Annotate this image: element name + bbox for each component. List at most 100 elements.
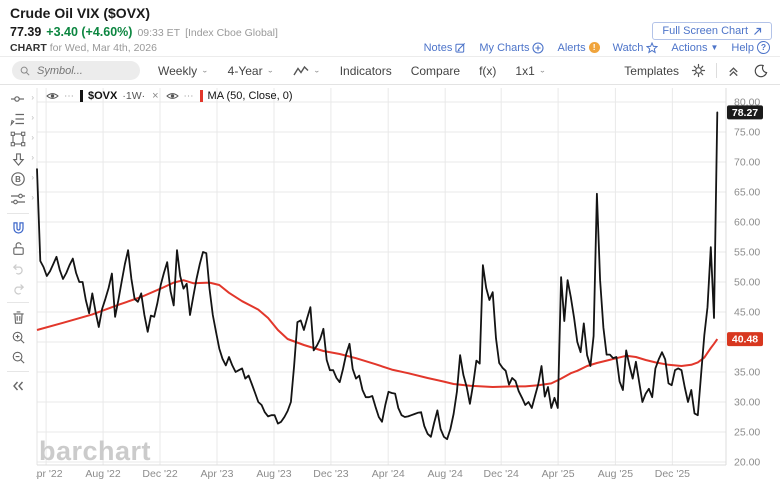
redo-icon bbox=[13, 283, 24, 294]
svg-text:Dec '25: Dec '25 bbox=[655, 468, 690, 480]
chart-type-select[interactable]: ⌄ bbox=[293, 65, 321, 77]
notes-label: Notes bbox=[423, 41, 453, 54]
arrow-down-icon bbox=[12, 152, 24, 166]
series-symbol-label: $OVX bbox=[88, 90, 118, 102]
sliders-tool[interactable]: › bbox=[0, 189, 36, 209]
svg-text:35.00: 35.00 bbox=[734, 367, 760, 379]
chart-date: for Wed, Mar 4th, 2026 bbox=[49, 42, 157, 54]
undo-button[interactable] bbox=[0, 258, 36, 278]
range-select[interactable]: 4-Year ⌄ bbox=[228, 64, 274, 78]
svg-text:70.00: 70.00 bbox=[734, 157, 760, 169]
collapse-sidebar-button[interactable] bbox=[0, 376, 36, 396]
sliders-icon bbox=[11, 193, 25, 205]
series-menu-icon[interactable]: ⋯ bbox=[183, 90, 195, 102]
indicators-button[interactable]: Indicators bbox=[340, 64, 392, 78]
chevron-down-icon: ⌄ bbox=[313, 66, 321, 75]
grid-layout-label: 1x1 bbox=[515, 63, 535, 78]
grid-layout-select[interactable]: 1x1 ⌄ bbox=[515, 64, 546, 78]
unlock-tool[interactable] bbox=[0, 238, 36, 258]
price-badge: 40.48 bbox=[732, 334, 758, 346]
cursor-tool[interactable]: › bbox=[0, 89, 36, 109]
symbol-search-input[interactable] bbox=[35, 63, 119, 78]
svg-text:Aug '25: Aug '25 bbox=[598, 468, 633, 480]
my-charts-link[interactable]: My Charts bbox=[479, 41, 545, 54]
svg-text:Dec '23: Dec '23 bbox=[313, 468, 348, 480]
undo-icon bbox=[12, 263, 23, 274]
svg-text:Dec '24: Dec '24 bbox=[484, 468, 519, 480]
quote-row: 77.39 +3.40 (+4.60%) 09:33 ET [Index Cbo… bbox=[10, 25, 278, 39]
help-label: Help bbox=[731, 41, 754, 54]
svg-text:20.00: 20.00 bbox=[734, 457, 760, 469]
help-circle-icon: ? bbox=[757, 41, 770, 54]
compare-button[interactable]: Compare bbox=[411, 64, 460, 78]
series-frequency-label: ·1W· bbox=[122, 90, 146, 102]
help-link[interactable]: Help ? bbox=[731, 41, 770, 54]
double-chevron-left-icon bbox=[13, 381, 24, 391]
arrow-annotation-tool[interactable]: › bbox=[0, 149, 36, 169]
circle-b-icon: B bbox=[11, 172, 25, 186]
full-screen-chart-label: Full Screen Chart bbox=[662, 25, 748, 37]
indicators-label: Indicators bbox=[339, 63, 392, 78]
last-price: 77.39 bbox=[10, 25, 42, 39]
svg-text:60.00: 60.00 bbox=[734, 217, 760, 229]
chart-canvas[interactable]: barchart80.0075.0070.0065.0060.0055.0050… bbox=[36, 86, 780, 491]
notes-link[interactable]: Notes bbox=[424, 42, 467, 54]
shapes-tool[interactable]: › bbox=[0, 129, 36, 149]
delete-drawings-button[interactable] bbox=[0, 307, 36, 327]
unlock-icon bbox=[12, 241, 24, 255]
watch-link[interactable]: Watch bbox=[612, 41, 659, 54]
svg-text:75.00: 75.00 bbox=[734, 127, 760, 139]
svg-text:Aug '24: Aug '24 bbox=[428, 468, 463, 480]
draw-tools[interactable]: › bbox=[0, 109, 36, 129]
frequency-select[interactable]: Weekly ⌄ bbox=[158, 64, 209, 78]
series-color-bar bbox=[80, 90, 83, 102]
remove-series-button[interactable]: × bbox=[152, 90, 159, 102]
chart-settings-button[interactable] bbox=[691, 63, 706, 78]
zoom-in-button[interactable] bbox=[0, 327, 36, 347]
dark-mode-toggle[interactable] bbox=[754, 64, 768, 78]
zoom-out-button[interactable] bbox=[0, 347, 36, 367]
eye-visibility-icon[interactable] bbox=[46, 91, 59, 101]
chart-toolbar: Weekly ⌄ 4-Year ⌄ ⌄ Indicators Compare f… bbox=[0, 57, 780, 85]
submenu-chevron-icon: › bbox=[31, 113, 34, 122]
header-links: Notes My Charts Alerts ! Watch Actions bbox=[424, 41, 770, 54]
templates-button[interactable]: Templates bbox=[624, 64, 679, 78]
collapse-toolbar-button[interactable] bbox=[727, 64, 740, 77]
fx-label: f(x) bbox=[479, 63, 497, 78]
chart-date-row: CHART for Wed, Mar 4th, 2026 bbox=[10, 42, 157, 54]
submenu-chevron-icon: › bbox=[31, 153, 34, 162]
plus-circle-icon bbox=[532, 41, 545, 54]
actions-menu[interactable]: Actions ▼ bbox=[671, 42, 718, 54]
price-chart[interactable]: barchart 80.00 75.00 70.00 65.00 60.00 55.00 50… bbox=[36, 86, 780, 491]
svg-text:25.00: 25.00 bbox=[734, 427, 760, 439]
alerts-link[interactable]: Alerts ! bbox=[557, 41, 600, 54]
settings-gear-icon bbox=[691, 63, 706, 78]
svg-text:B: B bbox=[15, 175, 21, 184]
alert-badge-icon: ! bbox=[588, 42, 600, 53]
svg-text:Apr '23: Apr '23 bbox=[201, 468, 234, 480]
submenu-chevron-icon: › bbox=[31, 193, 34, 202]
trendline-tools-icon bbox=[10, 113, 24, 127]
magnet-mode[interactable] bbox=[0, 218, 36, 238]
shapes-rectangle-icon bbox=[10, 131, 26, 147]
zoom-in-icon bbox=[12, 331, 25, 344]
symbol-title: Crude Oil VIX ($OVX) bbox=[10, 5, 151, 21]
sidebar-divider bbox=[7, 371, 29, 372]
fx-button[interactable]: f(x) bbox=[479, 64, 496, 78]
collapse-toolbar-icon bbox=[729, 67, 738, 77]
templates-label: Templates bbox=[624, 63, 679, 78]
svg-text:Aug '23: Aug '23 bbox=[256, 468, 291, 480]
svg-text:Apr '22: Apr '22 bbox=[36, 468, 63, 480]
chart-label: CHART bbox=[10, 42, 47, 54]
alerts-label: Alerts bbox=[557, 41, 586, 54]
circle-b-tool[interactable]: B › bbox=[0, 169, 36, 189]
watch-label: Watch bbox=[612, 41, 644, 54]
series-menu-icon[interactable]: ⋯ bbox=[64, 90, 75, 102]
svg-text:45.00: 45.00 bbox=[734, 307, 760, 319]
redo-button[interactable] bbox=[0, 278, 36, 298]
full-screen-chart-button[interactable]: Full Screen Chart bbox=[652, 22, 772, 40]
range-label: 4-Year bbox=[227, 63, 263, 78]
eye-visibility-icon[interactable] bbox=[165, 91, 179, 101]
symbol-search[interactable] bbox=[12, 61, 140, 80]
actions-label: Actions bbox=[671, 41, 708, 54]
